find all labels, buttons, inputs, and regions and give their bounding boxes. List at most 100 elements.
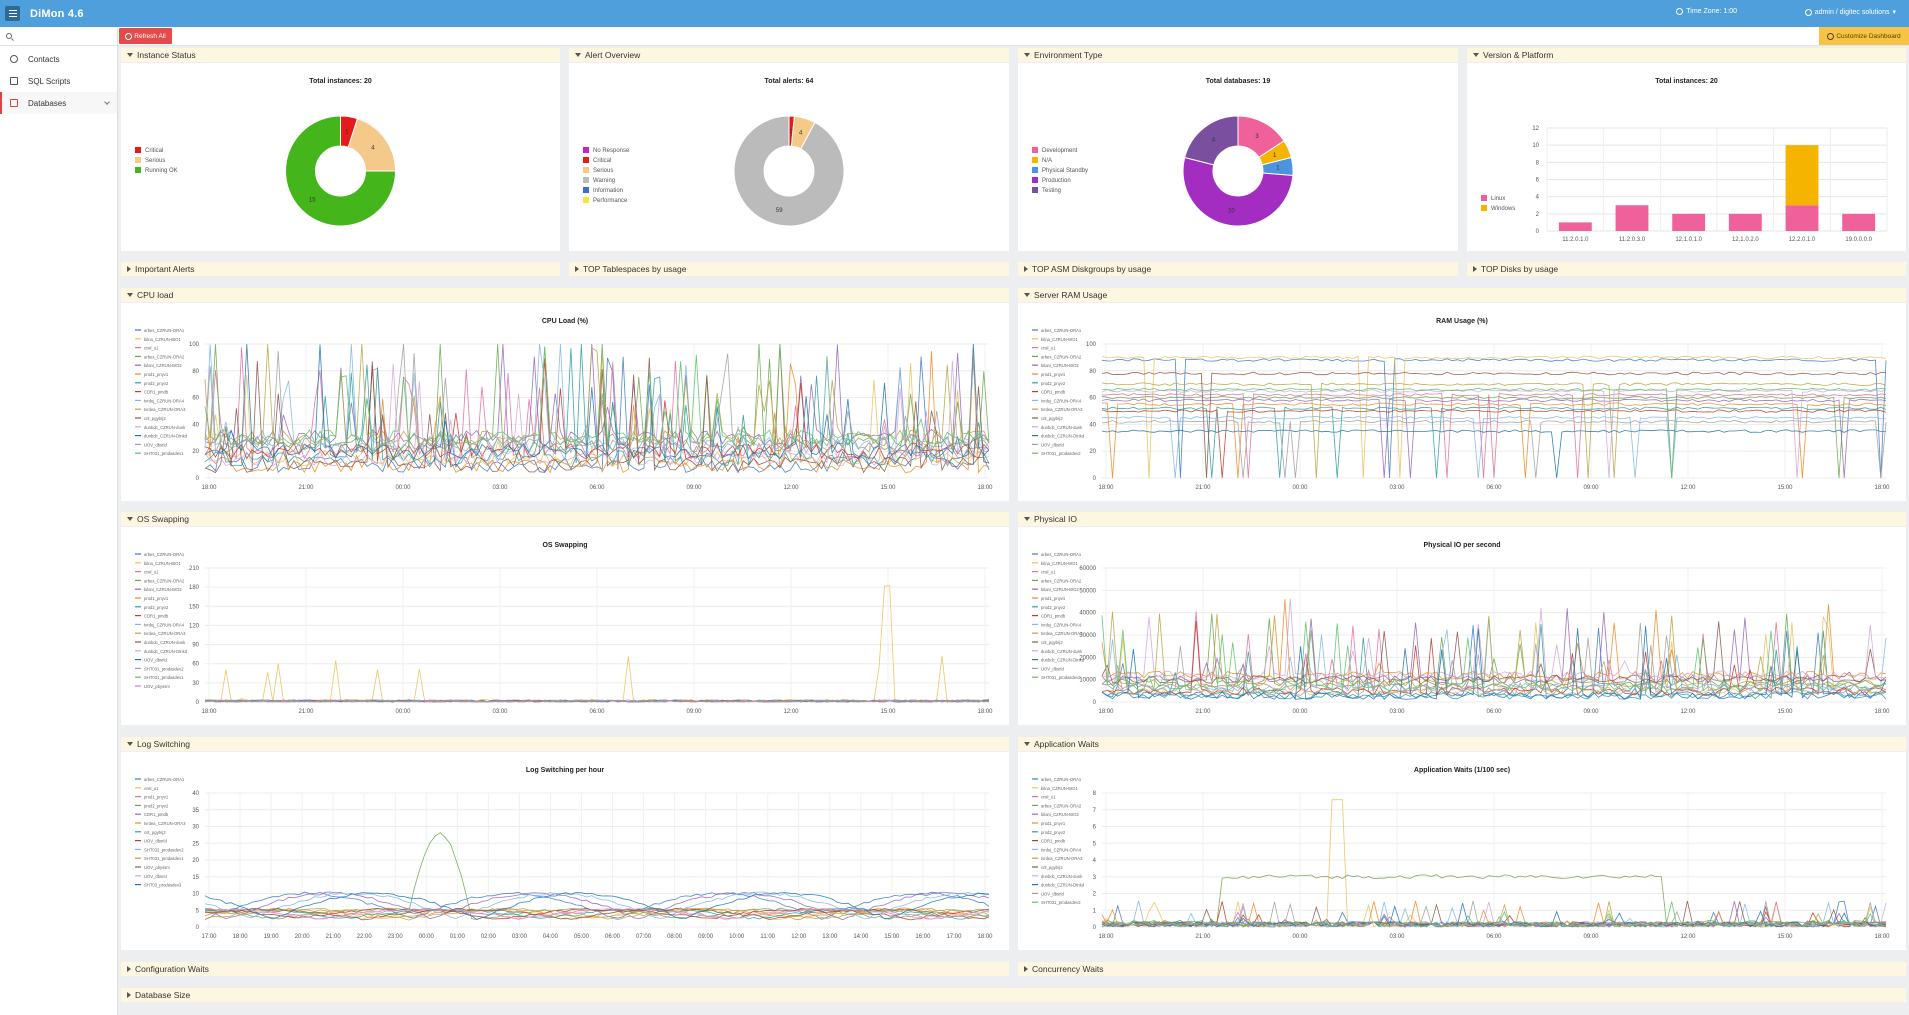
timezone-selector[interactable]: Time Zone: 1:00 [1676,8,1737,15]
panel-header[interactable]: Application Waits [1018,737,1906,752]
panel-header[interactable]: OS Swapping [121,512,1009,527]
x-tick-label: 07:00 [636,934,652,940]
sidebar-item-label: SQL Scripts [28,76,71,86]
panel-header[interactable]: TOP Disks by usage [1467,262,1906,277]
sidebar-search[interactable] [0,27,117,46]
x-tick-label: 17:00 [946,934,962,940]
series-line [1101,382,1887,479]
series-line [204,699,990,703]
panel-header[interactable]: Version & Platform [1467,48,1906,63]
legend-label: SHT031_prodasdev2 [1041,900,1081,905]
legend-label: bilna_CZRUN-BIO1 [1041,561,1078,566]
legend-label: prod1_pnyv1 [1041,596,1066,601]
collapse-icon [127,53,133,57]
y-tick-label: 20 [192,449,199,455]
x-tick-label: 12:00 [1680,709,1696,715]
panel-header[interactable]: Log Switching [121,737,1009,752]
collapse-icon [127,742,133,746]
panel-title: CPU load [137,290,174,300]
legend-swatch [583,157,589,163]
legend-label: bilani_CZRUN-BIO2 [1041,812,1079,817]
legend-label: dunbdc_CZRUN-dunk [144,640,186,645]
sidebar-item-databases[interactable]: Databases [0,92,117,114]
x-tick-label: 05:00 [574,934,590,940]
y-tick-label: 60000 [1079,566,1096,572]
slice-value-label: 4 [1212,137,1216,143]
legend-label: arbes_CZRUN-ORA1 [1041,328,1082,333]
panel-important-alerts: Important Alerts [121,262,560,277]
panel-header[interactable]: Database Size [121,988,1906,1003]
y-tick-label: 80 [192,369,199,375]
legend-label: SHT031_prodasdev2 [1041,451,1081,456]
y-tick-label: 0 [196,476,200,482]
x-tick-label: 09:00 [686,485,702,491]
refresh-label: Refresh All [134,32,166,40]
legend-swatch [1032,147,1038,153]
legend-label: UOV_dbsrld [1041,442,1064,447]
panel-header[interactable]: TOP Tablespaces by usage [569,262,1009,277]
y-tick-label: 40 [1089,422,1096,428]
x-tick-label: 03:00 [492,709,508,715]
x-tick-label: 12:00 [1680,934,1696,940]
customize-dashboard-button[interactable]: Customize Dashboard [1819,27,1909,45]
series-line [1101,389,1887,479]
panel-header[interactable]: CPU load [121,288,1009,303]
x-tick-label: 12:00 [783,485,799,491]
legend-label: cnsl_u1 [1041,795,1056,800]
script-icon [10,77,18,85]
legend-label: dunbdc_CZRUN-dunk [144,425,186,430]
panel-title: Configuration Waits [135,964,209,974]
sidebar-item-contacts[interactable]: Contacts [0,48,117,70]
x-tick-label: 15:00 [884,934,900,940]
slice-value-label: 15 [309,197,316,203]
legend-label: crit_pgybrj2 [1041,640,1063,645]
legend-label: prod2_pnyv2 [1041,605,1066,610]
y-tick-label: 20 [192,858,199,864]
panel-header[interactable]: Environment Type [1018,48,1458,63]
legend-label: arbes_CZRUN-ORA1 [1041,777,1082,782]
panel-header[interactable]: Configuration Waits [121,962,1009,977]
timezone-label: Time Zone: 1:00 [1686,8,1737,15]
sidebar-item-label: Databases [28,98,67,108]
legend-label: No Response [593,148,630,154]
legend-label: bilani_CZRUN-BIO2 [144,363,182,368]
legend-label: tvrdej_CZRUN-ORA4 [1041,398,1082,403]
panel-title: Important Alerts [135,264,195,274]
panel-title: Server RAM Usage [1034,290,1108,300]
x-tick-label: 18:00 [977,934,993,940]
panel-header[interactable]: Concurrency Waits [1018,962,1906,977]
bar [1785,145,1819,206]
bar [1842,213,1876,231]
pie-slice [733,115,845,227]
panel-top-disks: TOP Disks by usage [1467,262,1906,277]
panel-header[interactable]: Physical IO [1018,512,1906,527]
refresh-all-button[interactable]: Refresh All [119,28,172,44]
series-line [204,343,990,461]
app-waits-chart: arbes_CZRUN-ORA1 bilna_CZRUN-BIO1 cnsl_u1a… [1032,777,1890,940]
alert-overview-chart: No Response Critical Serious Warning Informa… [583,115,845,227]
legend-label: arbes_CZRUN-ORA1 [144,777,185,782]
legend-label: crit_pgybrj2 [1041,865,1063,870]
x-tick-label: 12:00 [783,709,799,715]
series-line [204,907,990,921]
panel-header[interactable]: TOP ASM Diskgroups by usage [1018,262,1458,277]
y-tick-label: 20000 [1079,655,1096,661]
bar [1785,205,1819,231]
panel-cpu-load: CPU load CPU Load (%) arbes_CZRUN-ORA1 bi… [121,288,1009,501]
panel-header[interactable]: Server RAM Usage [1018,288,1906,303]
panel-header[interactable]: Alert Overview [569,48,1009,63]
legend-label: bilna_CZRUN-BIO1 [1041,786,1078,791]
y-tick-label: 0 [196,925,200,931]
y-tick-label: 6 [1093,825,1097,831]
chart-title: Total instances: 20 [1655,78,1718,85]
panel-alert-overview: Alert Overview Total alerts: 64 No Respo… [569,48,1009,251]
legend-label: Critical [593,158,611,164]
series-line [1101,387,1887,479]
panel-title: Version & Platform [1483,50,1554,60]
panel-header[interactable]: Instance Status [121,48,560,63]
panel-header[interactable]: Important Alerts [121,262,560,277]
user-menu[interactable]: admin / digitec solutions ▾ [1804,8,1896,16]
sidebar-item-sql-scripts[interactable]: SQL Scripts [0,70,117,92]
series-line [204,832,990,920]
menu-icon[interactable] [5,6,20,21]
